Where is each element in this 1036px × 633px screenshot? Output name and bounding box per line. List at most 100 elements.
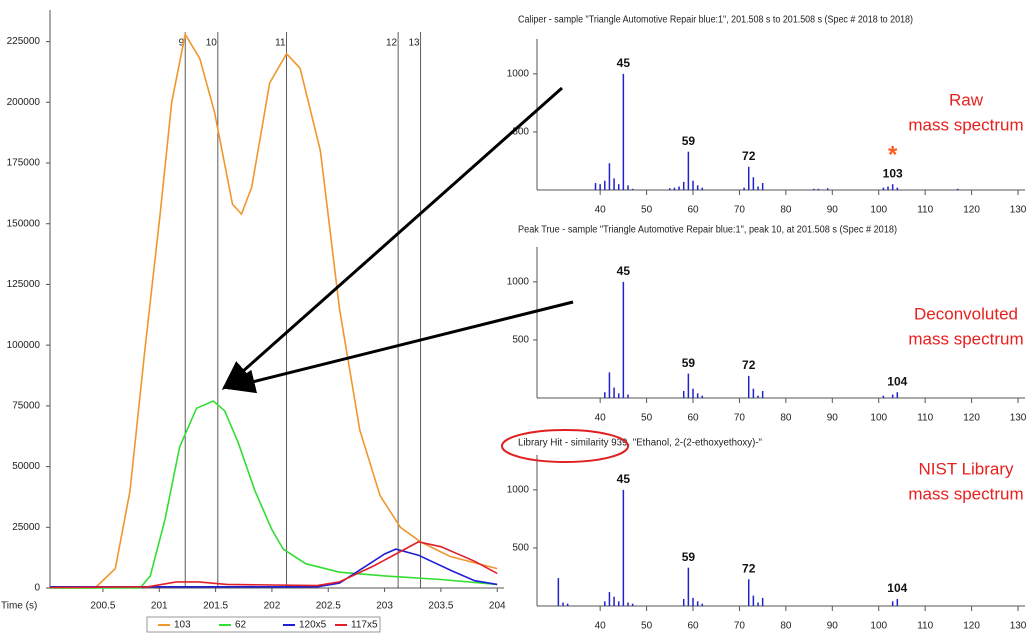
y-tick-label: 1000 [507,68,530,79]
spectrum-peak [604,392,606,398]
flag-mark: * [888,142,898,169]
spectrum-peak [608,592,611,606]
spectrum-peak [692,180,694,190]
peak-label: 104 [887,374,907,388]
x-tick-label: 60 [687,205,699,216]
x-tick-label: 60 [687,621,699,632]
peak-label: 103 [883,166,903,180]
annotation: mass spectrum [908,484,1023,503]
spectrum-peak [613,387,615,398]
y-tick-label: 1000 [507,484,530,495]
spectrum-peak [631,188,634,190]
peak-marker-label: 10 [206,38,218,49]
legend-label: 62 [235,620,247,631]
y-tick-label: 200000 [7,97,41,108]
spectrum-peak [627,394,629,398]
spectrum-peak [692,388,694,398]
spectrum-peak [696,601,699,606]
spectrum-peak [692,597,694,606]
spectrum-peak [891,601,894,606]
x-tick-label: 201.5 [203,601,228,612]
peak-label: 45 [617,264,631,278]
spectrum-title: Peak True - sample "Triangle Automotive … [518,225,897,236]
peak-marker-label: 13 [409,38,421,49]
spectrum-peak [887,186,889,190]
spectrum-peak [757,395,759,398]
y-tick-label: 500 [512,335,529,346]
x-tick-label: 203 [376,601,393,612]
x-tick-label: 50 [641,413,653,424]
spectrum-peak [752,595,755,606]
y-tick-label: 500 [512,543,529,554]
series-line [50,32,498,589]
annotation: mass spectrum [908,329,1023,348]
spectrum-peak [566,603,569,606]
annotation: Raw [949,90,984,109]
legend-box [146,616,381,633]
y-tick-label: 1000 [507,276,530,287]
spectrum-peak [812,188,815,190]
spectrum-peak [701,395,704,398]
spectrum-peak [562,602,564,606]
x-tick-label: 100 [870,621,887,632]
y-tick-label: 125000 [7,279,41,290]
spectrum-peak [627,602,629,606]
spectrum-peak [687,567,690,606]
spectrum-peak [761,183,764,190]
x-tick-label: 90 [827,205,839,216]
y-tick-label: 0 [34,583,40,594]
x-tick-label: 203.5 [428,601,453,612]
x-tick-label: 120 [963,413,980,424]
series-line [49,541,498,589]
arrow [221,86,563,390]
x-tick-label: 202 [264,601,281,612]
spectrum-peak [747,166,750,190]
peak-marker-label: 9 [179,38,185,49]
peak-marker-label: 11 [275,38,286,49]
y-tick-label: 500 [512,127,529,138]
peak-label: 72 [742,358,756,372]
x-tick-label: 120 [963,205,980,216]
spectrum-peak [761,597,764,606]
legend-label: 103 [174,620,191,631]
spectrum-peak [752,388,755,398]
y-tick-label: 25000 [12,522,40,533]
peak-label: 72 [742,561,756,575]
peak-label: 104 [887,581,907,595]
spectrum-peak [956,188,959,190]
spectrum-peak [557,578,560,606]
spectrum-peak [817,188,820,190]
y-tick-label: 75000 [12,400,40,411]
arrow [225,300,574,394]
spectrum-peak [617,184,620,190]
spectrum-peak [622,281,625,398]
y-tick-label: 225000 [7,36,41,47]
x-tick-label: 130 [1010,205,1027,216]
y-tick-label: 100000 [7,340,41,351]
x-tick-label: 60 [687,413,699,424]
spectrum-peak [696,393,699,398]
peak-label: 59 [682,356,696,370]
x-tick-label: 80 [780,621,792,632]
spectrum-peak [622,489,625,606]
spectrum-peak [599,184,601,190]
spectrum-peak [594,183,597,190]
spectrum-peak [896,392,899,398]
spectrum-peak [687,151,690,190]
x-tick-label: 110 [917,621,933,632]
series-line [50,548,498,588]
spectrum-peak [747,579,750,606]
spectrum-peak [617,601,620,606]
x-tick-label: 201 [151,601,168,612]
spectrum-title: Library Hit - similarity 939, "Ethanol, … [518,438,762,449]
peak-label: 45 [617,56,631,70]
spectrum-peak [613,596,615,606]
spectrum-peak [631,603,634,606]
x-tick-label: 200.5 [90,601,115,612]
peak-label: 59 [682,550,696,564]
spectrum-peak [687,373,690,398]
legend-label: 117x5 [351,620,378,631]
spectrum-peak [682,181,685,190]
spectrum-peak [826,188,829,190]
spectrum-peak [896,187,899,190]
